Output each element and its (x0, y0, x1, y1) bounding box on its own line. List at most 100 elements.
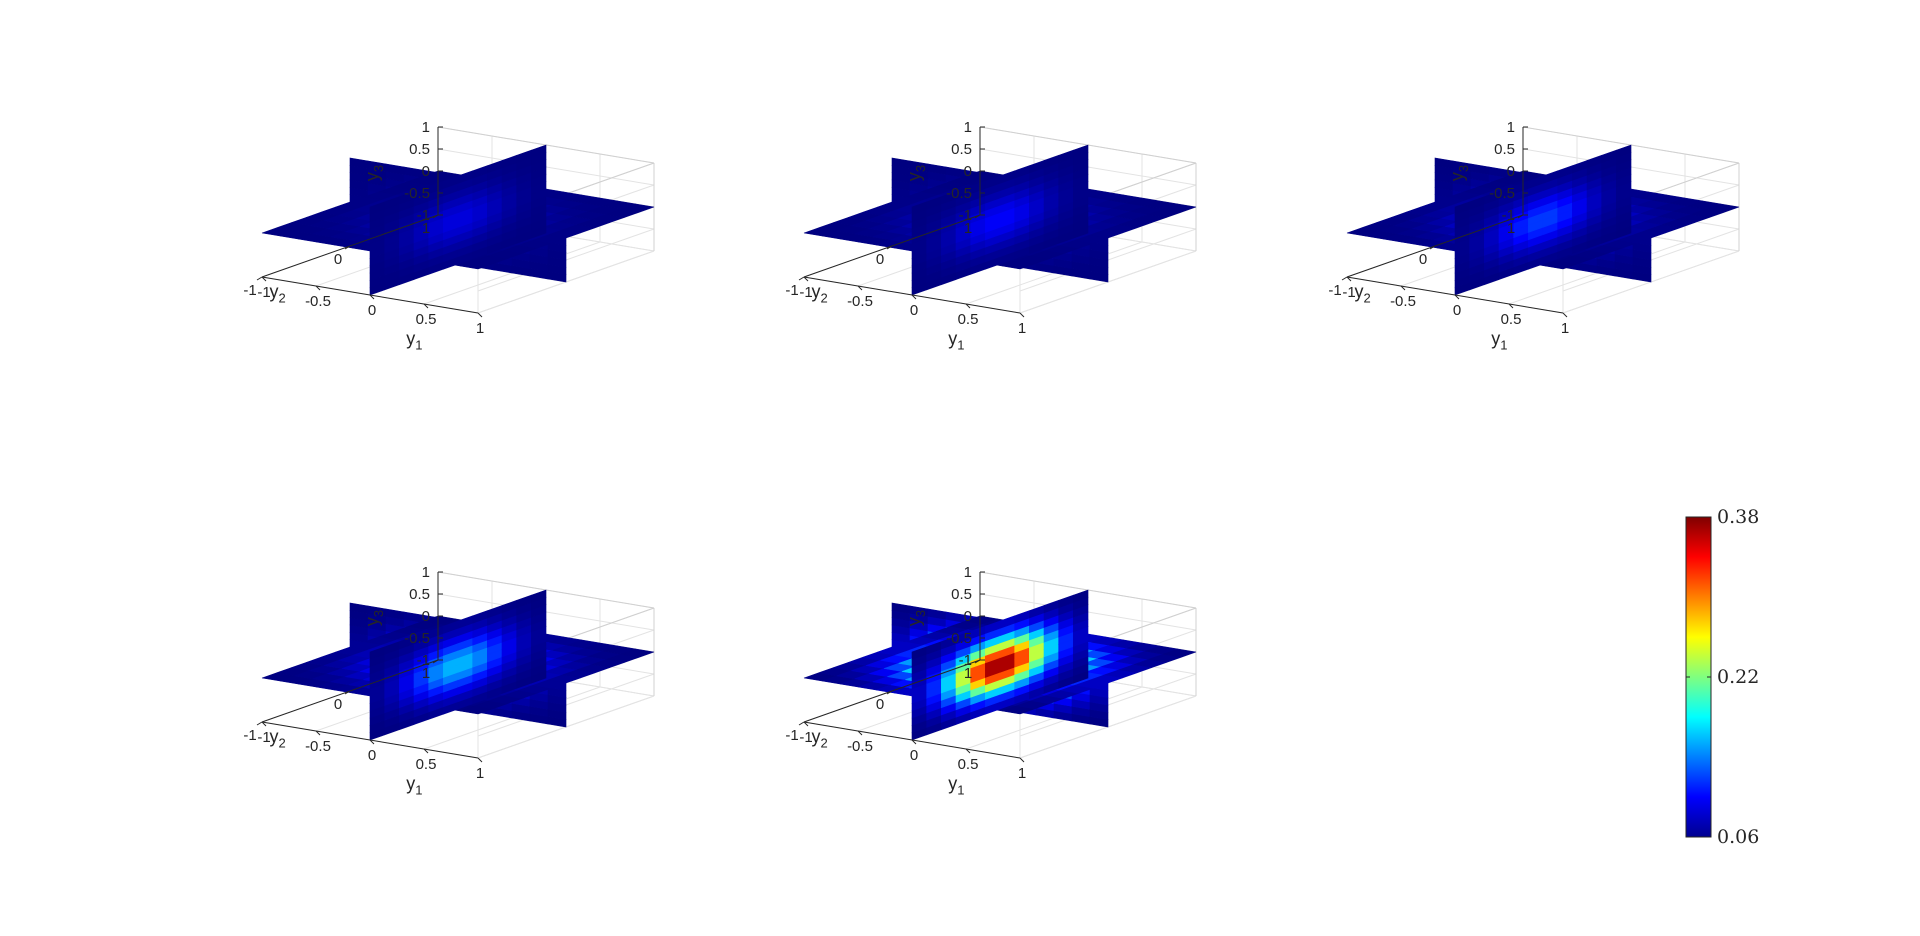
slice-y1 (911, 144, 1089, 296)
x-axis-label: y1 (1491, 328, 1507, 352)
z-tick-label: 1 (964, 564, 972, 581)
y-tick-label: 0 (876, 696, 884, 713)
slice-y1 (369, 589, 547, 741)
colorbar-tick-label: 0.06 (1717, 826, 1759, 848)
x-tick-label: 0 (1453, 302, 1461, 319)
x-tick-label: -0.5 (847, 738, 873, 755)
slice-planes (803, 589, 1197, 741)
z-tick-label: -1 (417, 207, 430, 224)
x-tick-label: 0.5 (416, 311, 437, 328)
x-tick-label: 0 (368, 747, 376, 764)
tick-labels: -1-0.500.51-101-1-0.500.51 (785, 119, 1026, 337)
z-tick-label: 0 (964, 163, 972, 180)
x-axis-label: y1 (948, 328, 964, 352)
z-tick-label: -0.5 (404, 185, 430, 202)
z-tick-label: 0 (964, 608, 972, 625)
y-tick-label: 1 (422, 665, 430, 682)
colorbar-tick-label: 0.38 (1717, 506, 1759, 528)
colorbar-tick-label: 0.22 (1717, 666, 1759, 688)
y-axis-label: y2 (269, 281, 285, 305)
z-tick-label: 0 (422, 608, 430, 625)
z-tick-label: 0.5 (951, 586, 972, 603)
z-tick-label: 1 (964, 119, 972, 136)
y-axis-label: y2 (811, 726, 827, 750)
z-tick-label: -0.5 (404, 630, 430, 647)
x-tick-label: 1 (1018, 320, 1026, 337)
y-tick-label: -1 (785, 727, 798, 744)
colorbar: 0.06 0.22 0.38 (1685, 506, 1759, 848)
z-tick-label: -0.5 (946, 185, 972, 202)
x-tick-label: -1 (1342, 284, 1355, 301)
slice-y1 (911, 589, 1089, 741)
z-tick-label: 1 (422, 119, 430, 136)
y-tick-label: 1 (964, 220, 972, 237)
x-tick-label: 0.5 (1501, 311, 1522, 328)
z-tick-label: -1 (417, 652, 430, 669)
x-tick-label: -0.5 (305, 293, 331, 310)
z-tick-label: 0.5 (409, 141, 430, 158)
z-tick-label: 0.5 (951, 141, 972, 158)
x-tick-label: -1 (799, 284, 812, 301)
x-tick-label: 0 (910, 747, 918, 764)
y-tick-label: -1 (243, 282, 256, 299)
tick-labels: -1-0.500.51-101-1-0.500.51 (243, 119, 484, 337)
z-tick-label: -1 (959, 207, 972, 224)
axes (1341, 126, 1568, 318)
y-axis-label: y2 (269, 726, 285, 750)
x-axis-label: y1 (406, 328, 422, 352)
y-tick-label: -1 (1328, 282, 1341, 299)
slice-y1 (1454, 144, 1632, 296)
x-tick-label: 0.5 (416, 756, 437, 773)
y-tick-label: -1 (785, 282, 798, 299)
x-tick-label: 1 (476, 320, 484, 337)
x-tick-label: 0 (910, 302, 918, 319)
x-tick-label: 1 (1561, 320, 1569, 337)
z-tick-label: -1 (1502, 207, 1515, 224)
z-tick-label: -1 (959, 652, 972, 669)
z-tick-label: 0.5 (1494, 141, 1515, 158)
y-tick-label: -1 (243, 727, 256, 744)
tick-labels: -1-0.500.51-101-1-0.500.51 (243, 564, 484, 782)
y-tick-label: 0 (334, 251, 342, 268)
z-axis-label: y3 (904, 610, 928, 626)
slice-planes (261, 144, 655, 296)
z-tick-label: 1 (1507, 119, 1515, 136)
y-tick-label: 1 (1507, 220, 1515, 237)
y-tick-label: 0 (1419, 251, 1427, 268)
y-tick-label: 0 (334, 696, 342, 713)
x-axis-label: y1 (948, 773, 964, 797)
x-tick-label: -1 (257, 729, 270, 746)
z-tick-label: -0.5 (1489, 185, 1515, 202)
x-tick-label: 0 (368, 302, 376, 319)
z-tick-label: 0 (1507, 163, 1515, 180)
x-tick-label: 0.5 (958, 756, 979, 773)
x-tick-label: 1 (1018, 765, 1026, 782)
x-tick-label: -1 (257, 284, 270, 301)
slice-planes (261, 589, 655, 741)
slice-planes (803, 144, 1197, 296)
tick-labels: -1-0.500.51-101-1-0.500.51 (1328, 119, 1569, 337)
x-tick-label: -1 (799, 729, 812, 746)
x-tick-label: -0.5 (1390, 293, 1416, 310)
z-axis-label: y3 (904, 165, 928, 181)
x-tick-label: -0.5 (847, 293, 873, 310)
axes (256, 571, 483, 763)
x-tick-label: -0.5 (305, 738, 331, 755)
y-axis-label: y2 (1354, 281, 1370, 305)
slice-planes (1346, 144, 1740, 296)
x-tick-label: 0.5 (958, 311, 979, 328)
z-axis-label: y3 (362, 165, 386, 181)
z-axis-label: y3 (362, 610, 386, 626)
z-axis-label: y3 (1447, 165, 1471, 181)
y-axis-label: y2 (811, 281, 827, 305)
z-tick-label: -0.5 (946, 630, 972, 647)
x-axis-label: y1 (406, 773, 422, 797)
axes (798, 571, 1025, 763)
tick-labels: -1-0.500.51-101-1-0.500.51 (785, 564, 1026, 782)
z-tick-label: 1 (422, 564, 430, 581)
